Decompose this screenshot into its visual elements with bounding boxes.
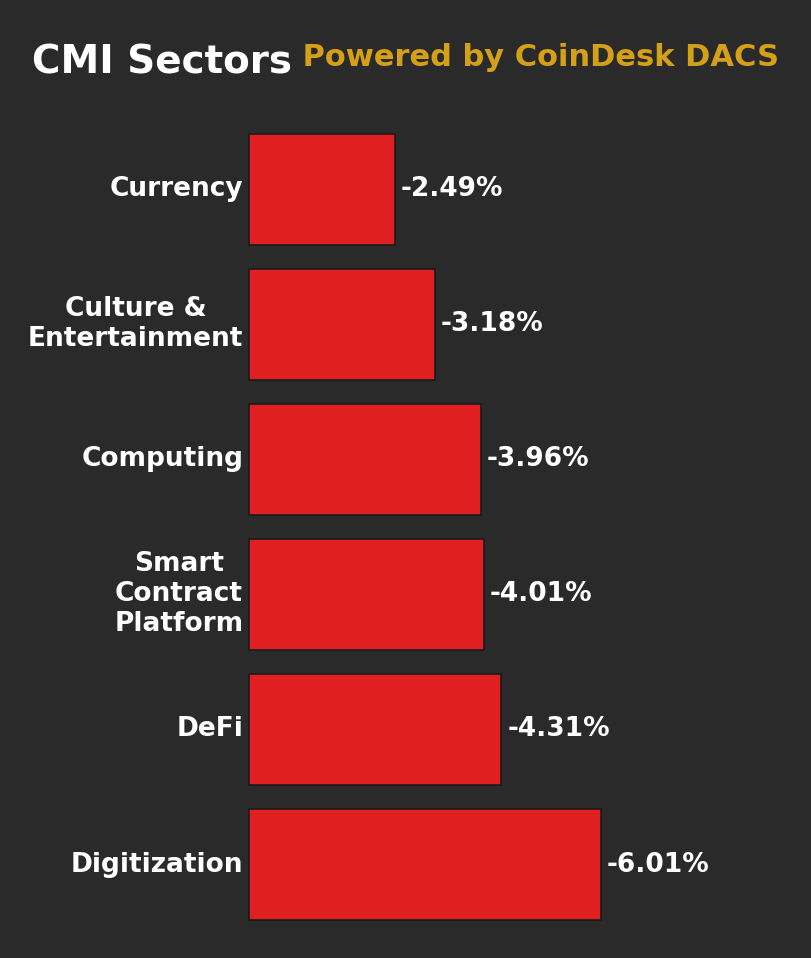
Text: CMI Sectors: CMI Sectors — [32, 43, 293, 81]
Text: Culture &
Entertainment: Culture & Entertainment — [28, 296, 243, 353]
Text: Powered by CoinDesk DACS: Powered by CoinDesk DACS — [292, 43, 779, 72]
Text: Smart
Contract
Platform: Smart Contract Platform — [114, 552, 243, 637]
Text: Computing: Computing — [81, 446, 243, 472]
Bar — [249, 269, 436, 379]
Bar — [249, 134, 395, 244]
Text: Currency: Currency — [109, 176, 243, 202]
Text: -3.96%: -3.96% — [487, 446, 590, 472]
Bar — [249, 810, 601, 920]
Text: -6.01%: -6.01% — [607, 852, 710, 878]
Bar — [249, 539, 484, 650]
Text: -4.31%: -4.31% — [507, 717, 610, 742]
Text: -3.18%: -3.18% — [441, 311, 544, 337]
Text: -2.49%: -2.49% — [401, 176, 503, 202]
Text: Digitization: Digitization — [71, 852, 243, 878]
Text: DeFi: DeFi — [177, 717, 243, 742]
Bar — [249, 674, 501, 785]
Bar — [249, 404, 481, 514]
Text: -4.01%: -4.01% — [490, 582, 592, 607]
